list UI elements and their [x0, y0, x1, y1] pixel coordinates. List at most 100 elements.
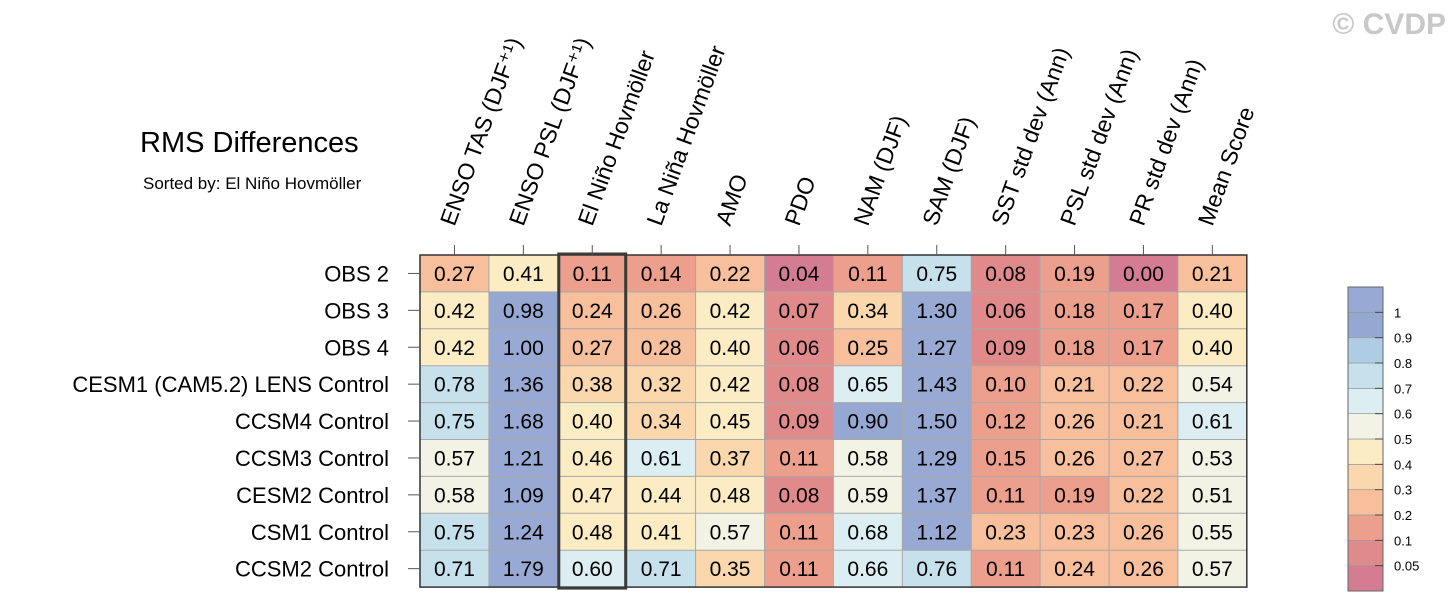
- row-label-cesm1-cam5-2-lens-control: CESM1 (CAM5.2) LENS Control: [72, 372, 389, 397]
- heatmap-cell: [626, 255, 696, 292]
- cell-value-label: 0.09: [985, 337, 1026, 360]
- heatmap-cell: [1040, 550, 1109, 588]
- colorbar-tick-label: 0.1: [1394, 533, 1412, 548]
- cell-value-label: 0.11: [986, 558, 1025, 581]
- heatmap-cell: [420, 402, 489, 440]
- heatmap-cell: [626, 550, 696, 588]
- cell-value-label: 1.36: [503, 374, 544, 397]
- cell-value-label: 0.19: [1054, 263, 1095, 286]
- heatmap-cell: [971, 328, 1041, 366]
- heatmap-cell: [1177, 402, 1247, 440]
- cell-value-label: 0.11: [779, 447, 818, 470]
- cell-value-label: 0.51: [1192, 484, 1233, 507]
- cell-value-label: 0.98: [503, 300, 544, 323]
- cell-value-label: 0.75: [916, 263, 957, 286]
- column-label-pr-std-dev-ann: PR std dev (Ann): [1124, 55, 1208, 228]
- heatmap-cell: [764, 291, 834, 329]
- cell-value-label: 0.46: [572, 447, 613, 470]
- heatmap-cell: [971, 476, 1041, 514]
- cell-value-label: 0.26: [1123, 558, 1164, 581]
- cell-value-label: 0.71: [434, 558, 475, 581]
- heatmap-cell: [488, 365, 558, 403]
- heatmap-cell: [764, 439, 834, 477]
- heatmap-cell: [695, 255, 765, 292]
- cell-value-label: 0.26: [1054, 411, 1095, 434]
- heatmap-cell: [1177, 513, 1247, 551]
- heatmap-cells: 0.27 0.41 0.11 0.14 0.22 0.04 0.11 0.75 0.08 0.19…: [420, 255, 1247, 588]
- heatmap-cell: [1040, 513, 1109, 551]
- cell-value-label: 0.42: [710, 300, 751, 323]
- cell-value-label: 0.41: [641, 521, 682, 544]
- heatmap-cell: [695, 550, 765, 588]
- colorbar-segment: [1347, 286, 1384, 313]
- heatmap-cell: [626, 291, 696, 329]
- heatmap-cell: [1109, 476, 1178, 514]
- heatmap-cell: [971, 365, 1041, 403]
- heatmap-cell: [764, 550, 834, 588]
- row-label-ccsm2-control: CCSM2 Control: [235, 557, 389, 582]
- colorbar-segment: [1347, 514, 1384, 541]
- colorbar-segment: [1347, 438, 1384, 465]
- column-label-nam-djf: NAM (DJF): [848, 112, 912, 229]
- colorbar-segment: [1347, 463, 1384, 491]
- heatmap-cell: [833, 365, 903, 403]
- cell-value-label: 0.06: [985, 300, 1026, 323]
- heatmap-gridlines: [419, 252, 1248, 590]
- heatmap-cell: [1040, 439, 1109, 477]
- colorbar-segment: [1347, 565, 1384, 592]
- cell-value-label: 0.12: [985, 411, 1026, 434]
- heatmap-cell: [1040, 476, 1109, 514]
- heatmap-cell: [626, 439, 696, 477]
- heatmap-cell: [626, 365, 696, 403]
- column-labels: ENSO TAS (DJF⁺¹)ENSO PSL (DJF⁺¹)El Niño …: [435, 34, 1259, 255]
- heatmap-cell: [695, 513, 765, 551]
- watermark: © CVDP: [1332, 8, 1446, 41]
- cell-value-label: 1.43: [916, 374, 957, 397]
- row-labels: OBS 2 OBS 3 OBS 4 CESM1 (CAM5.2) LENS Contr…: [72, 261, 420, 582]
- cell-value-label: 0.78: [434, 374, 475, 397]
- heatmap-cell: [488, 476, 558, 514]
- cell-value-label: 0.48: [572, 521, 613, 544]
- column-label-pdo: PDO: [779, 173, 820, 229]
- cell-value-label: 0.28: [641, 337, 682, 360]
- cell-value-label: 0.58: [847, 447, 888, 470]
- heatmap-cell: [557, 513, 627, 551]
- cell-value-label: 0.21: [1054, 374, 1095, 397]
- cell-value-label: 0.18: [1054, 300, 1095, 323]
- heatmap-cell: [420, 365, 489, 403]
- column-label-amo: AMO: [710, 171, 752, 229]
- heatmap-cell: [557, 439, 627, 477]
- cell-value-label: 0.75: [434, 411, 475, 434]
- cell-value-label: 0.53: [1192, 447, 1233, 470]
- heatmap-cell: [971, 550, 1041, 588]
- heatmap-cell: [1040, 255, 1109, 292]
- cell-value-label: 0.32: [641, 374, 682, 397]
- heatmap-cell: [695, 439, 765, 477]
- cell-value-label: 0.11: [779, 558, 818, 581]
- cell-value-label: 1.79: [503, 558, 544, 581]
- cell-value-label: 0.48: [710, 484, 751, 507]
- cell-value-label: 0.34: [847, 300, 888, 323]
- cell-value-label: 1.00: [503, 337, 544, 360]
- cell-value-label: 0.38: [572, 374, 613, 397]
- colorbar-segment: [1347, 362, 1384, 389]
- cell-value-label: 0.90: [847, 411, 888, 434]
- cell-value-label: 0.37: [710, 447, 751, 470]
- colorbar-segment: [1347, 413, 1384, 440]
- heatmap-cell: [971, 255, 1041, 292]
- cell-value-label: 0.14: [641, 263, 682, 286]
- colorbar-tick-label: 0.7: [1394, 381, 1412, 396]
- cell-value-label: 0.22: [1123, 484, 1164, 507]
- heatmap-cell: [488, 291, 558, 329]
- heatmap-cell: [1177, 476, 1247, 514]
- colorbar-tick-label: 0.9: [1394, 331, 1412, 346]
- heatmap-cell: [695, 476, 765, 514]
- cell-value-label: 0.34: [641, 411, 682, 434]
- cell-value-label: 0.24: [572, 300, 613, 323]
- heatmap-cell: [902, 402, 972, 440]
- column-label-sam-djf: SAM (DJF): [917, 113, 980, 229]
- heatmap-cell: [902, 291, 972, 329]
- cell-value-label: 0.57: [710, 521, 751, 544]
- column-label-el-nino-hovmoller: El Niño Hovmöller: [573, 47, 660, 229]
- cell-value-label: 1.24: [503, 521, 544, 544]
